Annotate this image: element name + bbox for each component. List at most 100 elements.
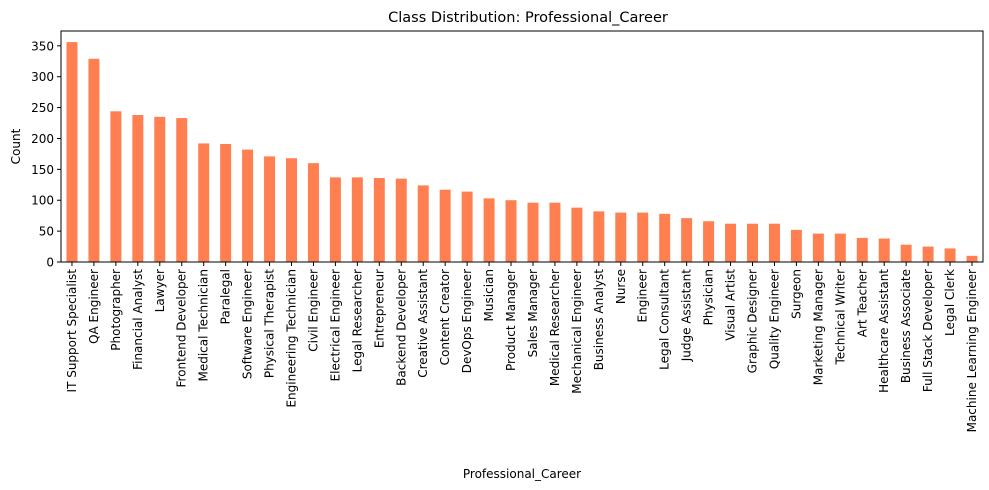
- x-tick-label: Engineering Technician: [285, 269, 299, 408]
- y-tick-label: 0: [46, 256, 54, 270]
- x-tick-label: Product Manager: [504, 269, 518, 371]
- x-tick-label: Marketing Manager: [811, 269, 825, 385]
- bar: [154, 116, 166, 263]
- bar: [329, 177, 341, 262]
- x-tick-label: Lawyer: [153, 269, 167, 312]
- bar: [264, 156, 276, 262]
- x-tick-label: Technical Writer: [833, 269, 847, 366]
- bar: [922, 246, 934, 262]
- bar: [198, 143, 210, 262]
- x-tick-label: IT Support Specialist: [65, 269, 79, 393]
- y-tick-label: 200: [31, 132, 54, 146]
- bar: [856, 237, 868, 262]
- x-tick-label: Business Associate: [899, 269, 913, 383]
- y-tick-label: 50: [39, 225, 54, 239]
- bar: [637, 212, 649, 262]
- x-tick-label: Full Stack Developer: [921, 269, 935, 392]
- x-tick-label: DevOps Engineer: [460, 269, 474, 373]
- bar: [593, 211, 605, 262]
- x-tick-label: Graphic Designer: [746, 269, 760, 373]
- bar: [483, 198, 495, 262]
- bar: [681, 218, 693, 262]
- bar: [790, 229, 802, 262]
- x-tick-label: Nurse: [614, 269, 628, 304]
- x-tick-label: QA Engineer: [87, 269, 101, 344]
- bar: [417, 185, 429, 262]
- x-tick-label: Paralegal: [219, 269, 233, 324]
- bar: [242, 149, 254, 262]
- x-tick-label: Sales Manager: [526, 269, 540, 357]
- bar: [66, 42, 78, 262]
- bar: [834, 233, 846, 262]
- bar: [132, 115, 144, 262]
- x-tick-label: Creative Assistant: [416, 269, 430, 378]
- y-tick-label: 250: [31, 101, 54, 115]
- bar: [395, 178, 407, 262]
- x-tick-label: Business Analyst: [592, 269, 606, 371]
- bar: [176, 118, 188, 263]
- bar: [725, 223, 737, 262]
- bars-group: [66, 42, 978, 263]
- x-tick-label: Physical Therapist: [263, 269, 277, 378]
- bar: [88, 58, 100, 263]
- x-tick-label: Medical Researcher: [548, 269, 562, 386]
- bar: [286, 158, 297, 262]
- y-tick-label: 100: [31, 194, 54, 208]
- x-axis-title: Professional_Career: [463, 467, 581, 481]
- x-tick-label: Content Creator: [438, 269, 452, 365]
- x-tick-label: Legal Consultant: [658, 269, 672, 370]
- chart-title: Class Distribution: Professional_Career: [388, 10, 668, 26]
- bar: [110, 111, 122, 262]
- plot-frame: [60, 30, 984, 263]
- bar: [768, 223, 780, 262]
- bar: [220, 144, 232, 262]
- x-tick-label: Quality Engineer: [767, 269, 781, 369]
- x-tick-label: Financial Analyst: [131, 269, 145, 370]
- bar: [703, 221, 715, 262]
- y-tick-label: 300: [31, 70, 54, 84]
- x-tick-label: Machine Learning Engineer: [965, 269, 979, 432]
- x-tick-label: Mechanical Engineer: [570, 269, 584, 394]
- x-tick-label: Physician: [702, 269, 716, 325]
- bar: [505, 200, 517, 262]
- x-tick-label: Software Engineer: [241, 269, 255, 379]
- bar: [944, 248, 956, 262]
- bar: [747, 223, 758, 262]
- x-tick-label: Civil Engineer: [306, 269, 320, 352]
- bar: [900, 244, 912, 262]
- x-tick-label: Legal Clerk: [943, 269, 957, 336]
- bar: [351, 177, 363, 262]
- bar: [439, 189, 451, 262]
- y-tick-label: 350: [31, 39, 54, 53]
- x-tick-label: Medical Technician: [197, 269, 211, 382]
- x-tick-label: Judge Assistant: [680, 269, 694, 363]
- bar: [373, 178, 385, 262]
- bar: [549, 202, 561, 262]
- bar: [307, 163, 319, 262]
- bar: [812, 233, 824, 262]
- y-tick-label: 150: [31, 163, 54, 177]
- x-tick-label: Electrical Engineer: [328, 269, 342, 381]
- x-axis: IT Support Specialist QA Engineer Photogra…: [65, 262, 979, 432]
- x-tick-label: Musician: [482, 269, 496, 321]
- y-axis-title: Count: [9, 128, 23, 164]
- x-tick-label: Frontend Developer: [175, 269, 189, 388]
- x-tick-label: Healthcare Assistant: [877, 269, 891, 393]
- x-tick-label: Backend Developer: [394, 269, 408, 386]
- bar: [615, 212, 627, 262]
- x-tick-label: Surgeon: [789, 269, 803, 319]
- x-tick-label: Legal Researcher: [350, 269, 364, 372]
- x-tick-label: Art Teacher: [855, 269, 869, 337]
- x-tick-label: Photographer: [109, 269, 123, 351]
- x-tick-label: Engineer: [636, 269, 650, 323]
- x-tick-label: Visual Artist: [724, 269, 738, 341]
- bar: [966, 255, 978, 262]
- bar: [461, 191, 473, 262]
- x-tick-label: Entrepreneur: [372, 269, 386, 348]
- y-axis: 0 50 100 150 200 250 300 350: [31, 39, 61, 270]
- bar: [571, 207, 583, 262]
- bar: [659, 213, 671, 262]
- bar: [878, 238, 890, 262]
- bar: [527, 202, 539, 262]
